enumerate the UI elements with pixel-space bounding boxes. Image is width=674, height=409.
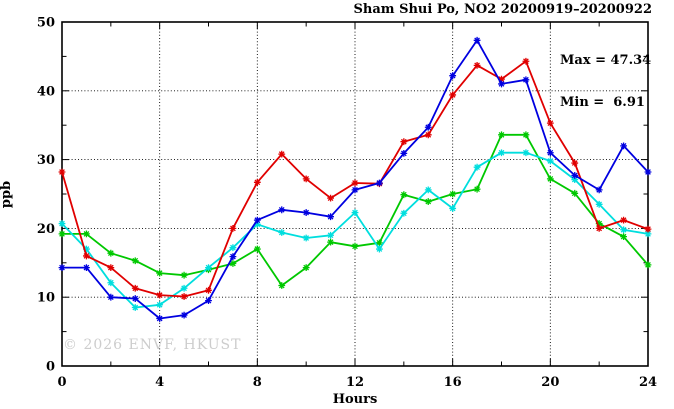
x-tick-label-12: 12 <box>346 375 364 390</box>
chart-title: Sham Shui Po, NO2 20200919–20200922 <box>353 2 652 17</box>
x-tick-label-24: 24 <box>639 375 657 390</box>
y-tick-label-10: 10 <box>37 291 55 306</box>
x-tick-label-8: 8 <box>253 375 262 390</box>
y-tick-label-20: 20 <box>37 222 55 237</box>
x-tick-label-0: 0 <box>57 375 66 390</box>
y-tick-label-0: 0 <box>46 360 55 375</box>
x-axis-label: Hours <box>332 392 378 407</box>
max-value-label: Max = 47.34 <box>560 53 652 68</box>
series-cyan-markers <box>58 149 652 311</box>
min-value-label: Min = 6.91 <box>560 95 645 110</box>
series-blue-markers <box>58 36 652 322</box>
series-green-markers <box>58 131 652 289</box>
watermark: © 2026 ENVF, HKUST <box>63 337 242 353</box>
y-tick-label-30: 30 <box>37 153 55 168</box>
x-tick-label-20: 20 <box>541 375 559 390</box>
y-axis-label: ppb <box>0 180 15 209</box>
y-tick-label-50: 50 <box>37 16 55 31</box>
stats-block: Max = 47.34 Min = 6.91 <box>560 26 651 138</box>
y-tick-label-40: 40 <box>37 84 55 99</box>
x-tick-label-16: 16 <box>444 375 462 390</box>
x-tick-label-4: 4 <box>155 375 164 390</box>
